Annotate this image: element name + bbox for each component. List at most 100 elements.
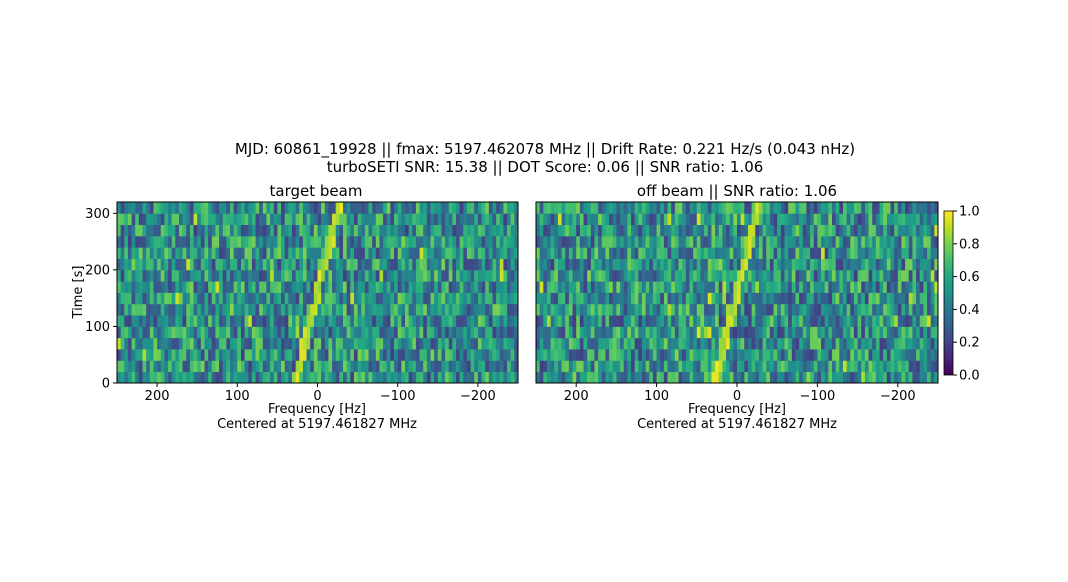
heatmap-cell: [747, 349, 753, 361]
heatmap-cell: [773, 337, 778, 350]
heatmap-cell: [499, 213, 504, 226]
heatmap-cell: [627, 224, 632, 237]
heatmap-cell: [561, 258, 566, 271]
heatmap-cell: [324, 315, 329, 327]
heatmap-cell: [565, 247, 570, 259]
heatmap-cell: [496, 235, 501, 248]
heatmap-cell: [656, 371, 661, 384]
heatmap-cell: [565, 292, 570, 305]
heatmap-cell: [883, 360, 888, 373]
heatmap-cell: [321, 337, 326, 350]
heatmap-cell: [587, 337, 592, 350]
heatmap-cell: [550, 247, 555, 259]
heatmap-cell: [747, 360, 753, 373]
heatmap-cell: [766, 349, 771, 361]
heatmap-cell: [233, 281, 238, 293]
heatmap-cell: [919, 337, 924, 350]
heatmap-cell: [718, 337, 723, 350]
heatmap-cell: [182, 315, 187, 327]
heatmap-cell: [295, 224, 300, 237]
heatmap-cell: [744, 235, 749, 248]
heatmap-cell: [186, 281, 191, 293]
heatmap-cell: [799, 371, 804, 384]
heatmap-cell: [641, 247, 647, 259]
heatmap-cell: [645, 326, 650, 339]
heatmap-cell: [616, 269, 621, 282]
heatmap-cell: [240, 235, 245, 248]
heatmap-cell: [171, 337, 176, 350]
heatmap-cell: [568, 202, 573, 214]
heatmap-cell: [696, 337, 701, 350]
heatmap-cell: [481, 371, 486, 384]
heatmap-cell: [259, 224, 264, 237]
heatmap-cell: [886, 258, 891, 271]
heatmap-cell: [638, 202, 643, 214]
heatmap-cell: [853, 281, 858, 293]
heatmap-cell: [711, 281, 716, 293]
heatmap-cell: [934, 235, 939, 248]
heatmap-cell: [127, 315, 132, 327]
heatmap-cell: [905, 371, 910, 384]
heatmap-cell: [645, 281, 650, 293]
heatmap-cell: [507, 303, 512, 316]
heatmap-cell: [598, 281, 603, 293]
heatmap-cell: [631, 349, 636, 361]
heatmap-cell: [678, 292, 683, 305]
heatmap-cell: [514, 326, 519, 339]
heatmap-cell: [605, 281, 610, 293]
heatmap-cell: [879, 315, 884, 327]
heatmap-cell: [682, 235, 687, 248]
heatmap-cell: [426, 337, 431, 350]
heatmap-cell: [335, 371, 340, 384]
heatmap-cell: [821, 224, 826, 237]
heatmap-cell: [481, 349, 486, 361]
heatmap-cell: [678, 349, 683, 361]
heatmap-cell: [230, 303, 235, 316]
heatmap-cell: [766, 326, 771, 339]
heatmap-cell: [339, 202, 344, 214]
heatmap-cell: [288, 281, 293, 293]
heatmap-cell: [927, 303, 932, 316]
heatmap-cell: [157, 247, 162, 259]
heatmap-cell: [678, 326, 683, 339]
heatmap-cell: [430, 281, 435, 293]
heatmap-cell: [452, 292, 457, 305]
heatmap-cell: [437, 360, 442, 373]
heatmap-cell: [237, 337, 242, 350]
heatmap-cell: [456, 247, 461, 259]
heatmap-cell: [503, 349, 508, 361]
heatmap-cell: [934, 247, 939, 259]
heatmap-cell: [445, 360, 450, 373]
heatmap-cell: [839, 224, 844, 237]
heatmap-cell: [623, 224, 628, 237]
heatmap-cell: [507, 235, 512, 248]
heatmap-cell: [178, 247, 184, 259]
heatmap-cell: [448, 258, 453, 271]
heatmap-cell: [842, 315, 848, 327]
heatmap-cell: [583, 349, 588, 361]
heatmap-cell: [554, 360, 559, 373]
heatmap-cell: [157, 202, 162, 214]
heatmap-cell: [200, 292, 205, 305]
heatmap-cell: [663, 235, 668, 248]
heatmap-cell: [536, 269, 541, 282]
heatmap-cell: [459, 235, 464, 248]
heatmap-cell: [700, 360, 705, 373]
heatmap-cell: [204, 349, 209, 361]
heatmap-cell: [237, 303, 242, 316]
heatmap-cell: [346, 303, 351, 316]
heatmap-cell: [561, 224, 566, 237]
heatmap-cell: [488, 292, 493, 305]
heatmap-cell: [638, 337, 643, 350]
heatmap-cell: [543, 213, 548, 226]
heatmap-cell: [550, 213, 555, 226]
heatmap-cell: [685, 349, 690, 361]
heatmap-cell: [477, 292, 482, 305]
heatmap-cell: [350, 235, 355, 248]
heatmap-cell: [463, 371, 468, 384]
heatmap-cell: [353, 292, 358, 305]
heatmap-cell: [652, 337, 657, 350]
heatmap-cell: [682, 247, 687, 259]
heatmap-cell: [215, 360, 220, 373]
heatmap-cell: [466, 360, 472, 373]
